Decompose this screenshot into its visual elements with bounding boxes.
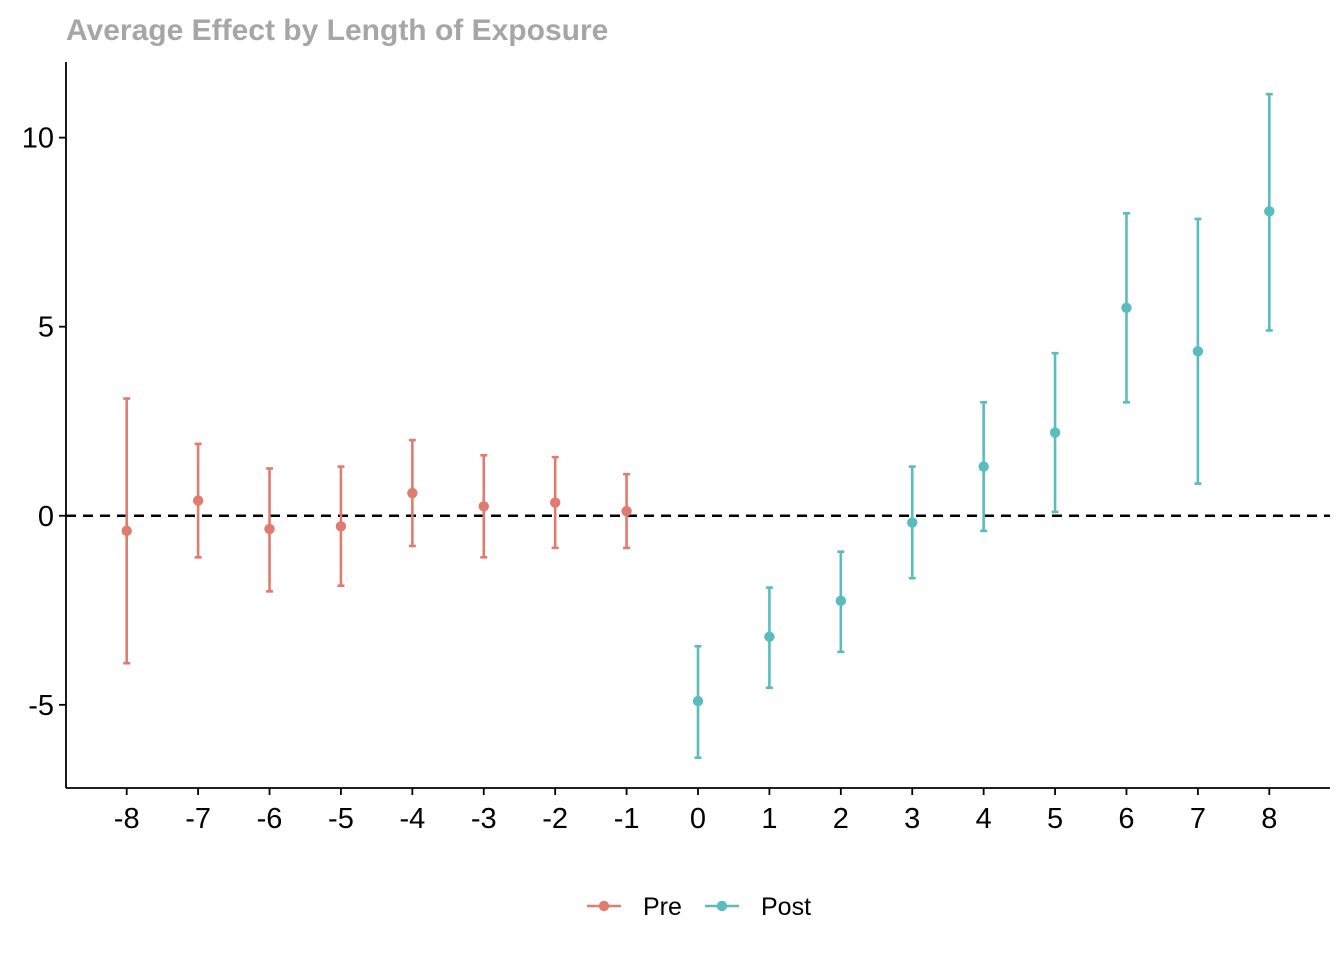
point-group-pre (264, 467, 275, 593)
point-group-post (764, 586, 775, 690)
x-tick-label: 6 (1118, 803, 1134, 835)
x-tick-label: -1 (614, 803, 640, 835)
x-tick-label: 7 (1190, 803, 1206, 835)
data-point-post (835, 595, 847, 607)
data-point-pre (121, 525, 132, 537)
data-point-pre (621, 506, 632, 517)
point-group-post (978, 401, 989, 533)
y-tick-label: 10 (22, 123, 54, 155)
point-group-post (835, 550, 847, 654)
x-tick-label: 8 (1261, 803, 1277, 835)
legend-label-pre: Pre (643, 893, 682, 921)
x-tick-label: -2 (542, 803, 568, 835)
x-tick-label: 0 (690, 803, 706, 835)
legend-item-pre: Pre (587, 893, 682, 921)
x-tick-label: 4 (976, 803, 992, 835)
x-tick-label: -4 (399, 803, 425, 835)
point-group-pre (192, 442, 204, 559)
point-group-post (907, 465, 918, 580)
x-tick-label: -7 (185, 803, 211, 835)
data-point-post (1121, 302, 1132, 313)
point-group-pre (478, 453, 489, 559)
point-group-post (692, 644, 704, 760)
point-group-pre (407, 438, 418, 548)
data-point-pre (478, 501, 489, 512)
legend-label-post: Post (761, 893, 811, 921)
data-point-pre (192, 495, 204, 506)
data-point-pre (264, 523, 275, 535)
y-tick-label: 0 (38, 501, 54, 533)
data-point-post (1049, 427, 1061, 438)
data-point-pre (335, 521, 347, 532)
point-group-pre (121, 397, 132, 665)
legend-key-point (716, 900, 728, 912)
x-tick-label: -3 (471, 803, 497, 835)
x-tick-label: 5 (1047, 803, 1063, 835)
x-tick-label: -5 (328, 803, 354, 835)
legend: Pre Post (587, 893, 811, 921)
point-group-pre (621, 472, 632, 550)
data-point-post (1264, 206, 1275, 217)
point-group-post (1049, 351, 1061, 514)
x-tick-label: 3 (904, 803, 920, 835)
x-tick-label: -6 (257, 803, 283, 835)
data-point-post (907, 517, 918, 528)
chart-title: Average Effect by Length of Exposure (66, 14, 608, 47)
plot-area (66, 92, 1330, 760)
data-point-post (978, 461, 989, 472)
x-tick-label: 1 (761, 803, 777, 835)
point-group-pre (549, 455, 561, 550)
data-point-post (692, 695, 704, 707)
legend-key-point (598, 900, 610, 912)
point-group-post (1121, 211, 1132, 404)
point-group-post (1192, 217, 1204, 485)
x-tick-label: 2 (833, 803, 849, 835)
y-tick-label: -5 (28, 690, 54, 722)
legend-item-post: Post (705, 893, 811, 921)
data-point-post (1192, 346, 1204, 357)
y-tick-label: 5 (38, 312, 54, 344)
data-point-post (764, 631, 775, 642)
point-group-pre (335, 465, 347, 588)
data-point-pre (407, 487, 418, 499)
point-group-post (1264, 92, 1275, 332)
data-point-pre (549, 497, 561, 508)
x-tick-label: -8 (114, 803, 140, 835)
axes: 10 5 0 -5 -8 -7 -6 -5 -4 -3 -2 -1 0 1 2 3 4 5 6 7 8 (22, 62, 1330, 835)
